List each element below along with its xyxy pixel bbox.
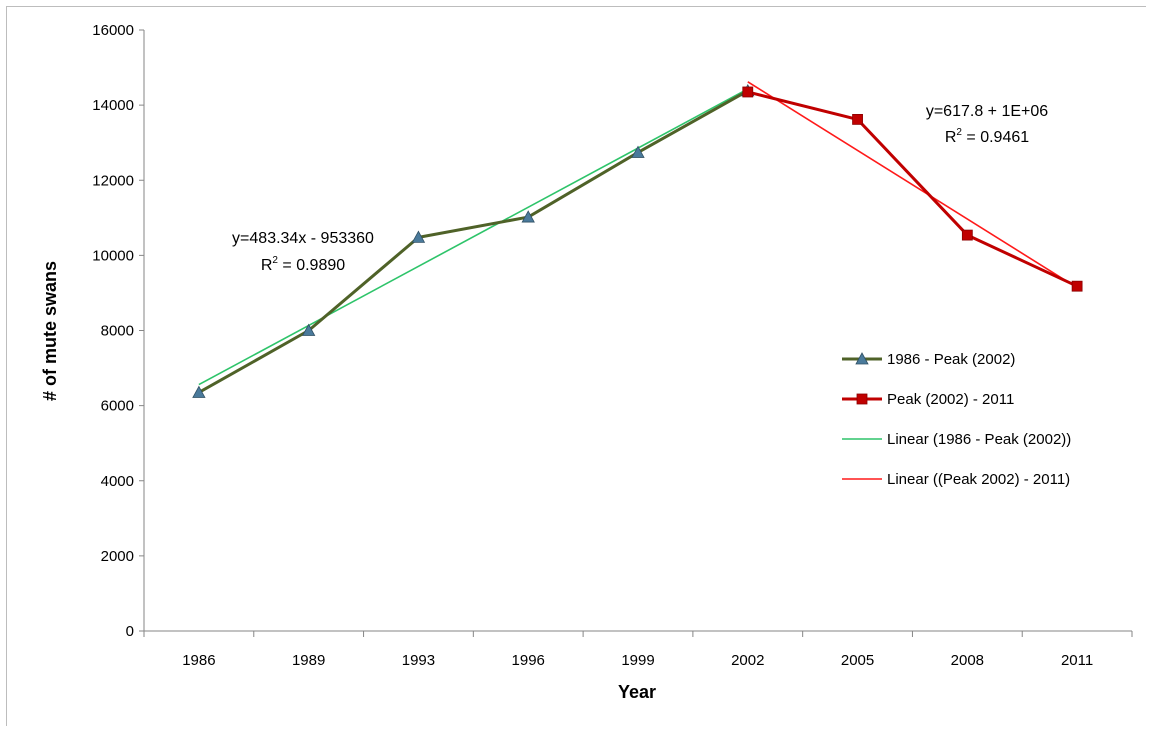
y-ticks: 0 2000 4000 6000 8000 10000 12000 14000 16000 bbox=[92, 22, 144, 640]
series-3-trendline bbox=[198, 88, 749, 386]
x-tick-label: 2002 bbox=[731, 652, 764, 669]
chart-frame bbox=[6, 6, 1146, 726]
x-tick-label: 2011 bbox=[1061, 652, 1093, 669]
y-tick-label: 4000 bbox=[101, 473, 134, 490]
series-2-point bbox=[1071, 280, 1083, 292]
y-tick-label: 6000 bbox=[101, 398, 134, 415]
trend-r2-2-sup: 2 bbox=[956, 127, 962, 138]
series-1-point bbox=[631, 145, 645, 158]
trend-equation-1: y=483.34x - 953360 bbox=[232, 230, 374, 247]
x-ticks: 1986 1989 1993 1996 1999 2002 2005 2008 2011 bbox=[143, 631, 1133, 669]
trend-r2-1-prefix: R bbox=[261, 257, 273, 274]
series-2-point bbox=[742, 86, 754, 98]
y-tick-label: 0 bbox=[126, 623, 134, 640]
y-tick-label: 16000 bbox=[92, 22, 134, 39]
legend-marker-1 bbox=[855, 352, 869, 365]
legend-label-3: Linear (1986 - Peak (2002)) bbox=[887, 431, 1071, 448]
y-axis-title: # of mute swans bbox=[40, 261, 60, 401]
trend-r2-1-sup: 2 bbox=[272, 255, 278, 266]
x-tick-label: 2005 bbox=[841, 652, 874, 669]
y-tick-label: 12000 bbox=[92, 172, 134, 189]
axes bbox=[143, 30, 1132, 632]
series-1-line bbox=[198, 89, 749, 394]
series-2-line bbox=[747, 90, 1078, 288]
y-tick-label: 8000 bbox=[101, 323, 134, 340]
trend-r2-1-value: = 0.9890 bbox=[278, 257, 345, 274]
trend-r2-2: R2 = 0.9461 bbox=[945, 127, 1029, 146]
series-2-point bbox=[852, 113, 863, 125]
legend-marker-2 bbox=[856, 393, 868, 405]
trend-equation-2-text: y=617.8 + 1E+06 bbox=[926, 103, 1048, 120]
trend-equation-2: y=617.8 + 1E+06 bbox=[926, 103, 1048, 120]
series-1-point bbox=[411, 230, 426, 243]
y-tick-label: 2000 bbox=[101, 548, 134, 565]
x-tick-label: 1993 bbox=[402, 652, 435, 669]
series-4-trendline bbox=[747, 81, 1078, 289]
legend-label-4: Linear ((Peak 2002) - 2011) bbox=[887, 471, 1070, 488]
x-tick-label: 1989 bbox=[292, 652, 325, 669]
trend-r2-1: R2 = 0.9890 bbox=[261, 255, 345, 274]
y-tick-label: 14000 bbox=[92, 97, 134, 114]
trend-r2-2-prefix: R bbox=[945, 129, 957, 146]
legend: 1986 - Peak (2002) Peak (2002) - 2011 Line… bbox=[842, 351, 1071, 488]
series-1-point bbox=[301, 323, 316, 336]
trend-r2-2-value: = 0.9461 bbox=[962, 129, 1029, 146]
trend-equation-1-text: y=483.34x - 953360 bbox=[232, 230, 374, 247]
series-2-point bbox=[961, 229, 973, 241]
legend-label-1: 1986 - Peak (2002) bbox=[887, 351, 1015, 368]
series-1-point bbox=[521, 210, 535, 223]
series-1-point bbox=[192, 385, 206, 398]
x-axis-title: Year bbox=[618, 682, 656, 702]
x-tick-label: 2008 bbox=[951, 652, 984, 669]
x-tick-label: 1999 bbox=[621, 652, 654, 669]
x-tick-label: 1996 bbox=[512, 652, 545, 669]
y-tick-label: 10000 bbox=[92, 247, 134, 264]
series-layer bbox=[192, 81, 1083, 398]
x-tick-label: 1986 bbox=[182, 652, 215, 669]
legend-label-2: Peak (2002) - 2011 bbox=[887, 391, 1014, 408]
